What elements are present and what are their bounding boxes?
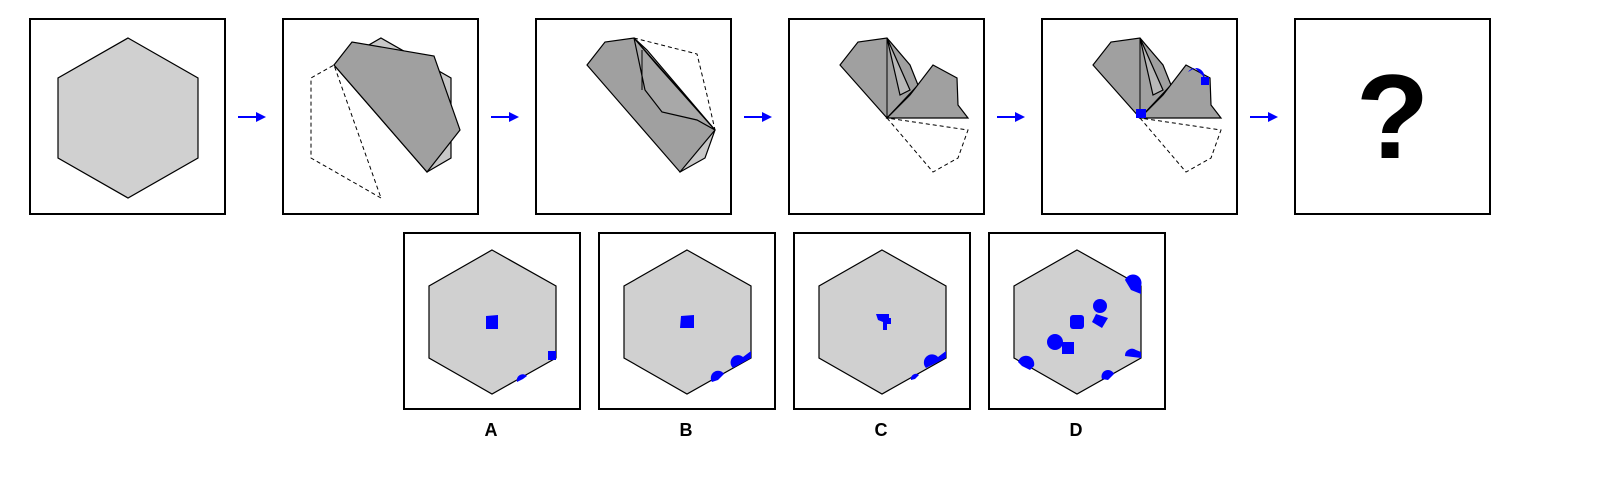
step-2-panel: [282, 18, 479, 215]
half-circle-hole: [516, 374, 527, 382]
half-circle-hole: [910, 373, 919, 380]
option-c-label[interactable]: C: [874, 420, 888, 440]
circle-hole: [1047, 334, 1063, 350]
step-1-panel: [29, 18, 226, 215]
notched-hole: [876, 314, 891, 330]
half-circle-hole: [730, 351, 751, 368]
option-c-panel[interactable]: [793, 232, 971, 410]
option-c-hexagon: [818, 249, 947, 395]
arrow-icon: [744, 112, 772, 122]
step-4-panel: [788, 18, 985, 215]
punched-square-hole: [1201, 77, 1209, 85]
square-hole: [1092, 314, 1108, 328]
half-circle-hole: [1124, 348, 1141, 358]
arrow-icon: [997, 112, 1025, 122]
step-1-hexagon: [57, 37, 199, 199]
arrow-icon: [1250, 112, 1278, 122]
arrow-icon: [491, 112, 519, 122]
question-mark: ?: [1355, 49, 1430, 184]
step-5-panel: [1041, 18, 1238, 215]
option-d-panel[interactable]: [988, 232, 1166, 410]
punched-square-hole: [1136, 109, 1146, 118]
step-4-fold: [839, 37, 970, 173]
step-3-panel: [535, 18, 732, 215]
half-circle-hole: [1101, 370, 1114, 380]
arrow-icon: [238, 112, 266, 122]
option-b-panel[interactable]: [598, 232, 776, 410]
option-b-label[interactable]: B: [679, 420, 693, 440]
step-2-fold: [310, 37, 461, 200]
option-a-panel[interactable]: [403, 232, 581, 410]
circle-hole: [1093, 299, 1107, 313]
punched-half-circle-hole: [1188, 67, 1205, 82]
square-hole: [486, 315, 498, 329]
step-5-punched: [1092, 37, 1223, 173]
option-d-label[interactable]: D: [1069, 420, 1083, 440]
half-circle-hole: [710, 370, 724, 382]
option-b-hexagon: [623, 249, 752, 395]
half-circle-hole: [1018, 355, 1035, 370]
square-hole: [1070, 315, 1084, 329]
half-circle-hole: [923, 351, 946, 368]
square-hole: [1062, 342, 1074, 354]
option-a-hexagon: [428, 249, 557, 395]
option-d-hexagon: [1013, 249, 1142, 395]
square-hole: [680, 315, 694, 328]
square-hole: [548, 351, 556, 360]
step-3-fold: [586, 37, 716, 173]
question-panel: ?: [1294, 18, 1491, 215]
option-a-label[interactable]: A: [484, 420, 498, 440]
half-circle-hole: [1125, 274, 1142, 294]
